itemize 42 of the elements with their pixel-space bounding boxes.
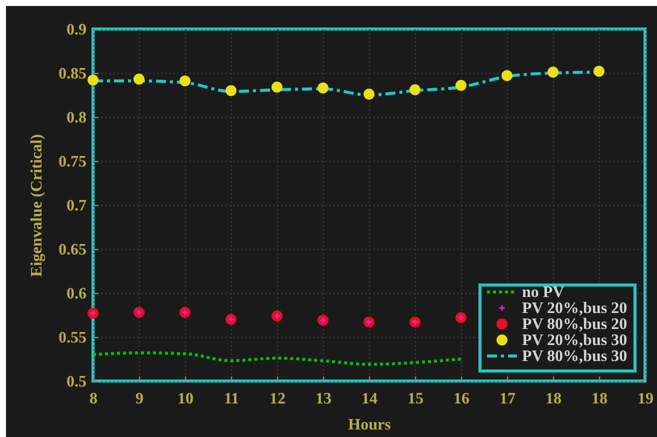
y-tick-label: 0.75	[58, 154, 86, 170]
point	[410, 84, 420, 96]
x-tick-label: 15	[408, 390, 424, 408]
x-tick-label: 17	[500, 390, 516, 408]
point	[594, 66, 604, 77]
y-tick-label: 0.65	[58, 242, 86, 258]
x-tick-label: 12	[270, 390, 286, 408]
y-tick-label: 0.85	[58, 66, 86, 82]
line-series	[92, 351, 462, 366]
y-tick-label: 0.7	[66, 198, 86, 214]
point	[548, 66, 558, 78]
legend-label: PV 20%,bus 20	[522, 300, 628, 317]
point	[180, 75, 190, 86]
point	[226, 85, 236, 96]
x-tick-label: 11	[224, 390, 240, 408]
y-tick-label: 0.55	[58, 330, 86, 346]
x-tick-label: 9	[136, 390, 144, 408]
x-tick-label: 16	[454, 390, 470, 408]
y-tick-label: 0.5	[66, 374, 86, 390]
x-tick-label: 10	[178, 390, 194, 408]
point	[318, 82, 328, 94]
x-tick-label: 13	[316, 390, 332, 408]
legend-label: PV 80%,bus 20	[522, 316, 628, 333]
point	[134, 74, 144, 85]
legend-label: PV 80%,bus 30	[522, 348, 628, 365]
y-tick-label: 0.8	[66, 110, 86, 126]
y-axis-title: Eigenvalue (Critical)	[28, 134, 46, 277]
y-tick-label: 0.9	[66, 22, 86, 38]
x-tick-label: 18	[546, 390, 562, 408]
point	[272, 82, 282, 93]
x-tick-label: 18	[592, 390, 608, 408]
point	[88, 74, 98, 86]
x-tick-label: 19	[638, 390, 654, 408]
y-tick-label: 0.6	[66, 286, 86, 302]
point	[502, 70, 512, 82]
x-tick-label: 8	[90, 390, 98, 408]
legend-label: no PV	[522, 284, 565, 301]
point	[364, 88, 374, 100]
point	[456, 80, 466, 91]
x-tick-label: 14	[362, 390, 378, 408]
x-axis-title: Hours	[348, 416, 391, 434]
legend-label: PV 20%,bus 30	[522, 332, 628, 349]
